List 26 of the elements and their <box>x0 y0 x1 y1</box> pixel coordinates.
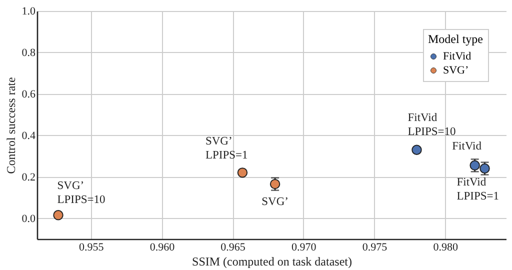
annotation: SVG’ LPIPS=10 <box>57 180 106 206</box>
annotation: FitVid LPIPS=10 <box>408 112 456 138</box>
x-tick-label: 0.965 <box>220 242 246 254</box>
x-tick-label: 0.970 <box>292 242 317 254</box>
y-tick-label: 0.0 <box>22 212 36 225</box>
x-tick-label: 0.960 <box>150 242 176 254</box>
y-tick-label: 1.0 <box>22 6 36 18</box>
y-axis-title: Control success rate <box>4 77 18 174</box>
annotation: FitVid <box>452 140 482 152</box>
legend-label: FitVid <box>443 50 472 62</box>
y-tick-label: 0.8 <box>22 46 36 59</box>
y-tick-label: 0.4 <box>22 130 36 142</box>
point <box>53 210 64 220</box>
x-tick-label: 0.955 <box>78 242 104 254</box>
point <box>237 168 248 178</box>
annotation: FitVid LPIPS=1 <box>456 176 500 203</box>
x-axis-title: SSIM (computed on task dataset) <box>192 254 352 268</box>
annotation: SVG’ LPIPS=1 <box>205 136 248 162</box>
y-tick-label: 0.6 <box>22 88 36 100</box>
x-tick-label: 0.975 <box>362 242 388 254</box>
y-tick-label: 0.2 <box>22 171 36 184</box>
legend-label: SVG’ <box>443 64 469 76</box>
point <box>412 144 422 155</box>
legend-title: Model type <box>428 32 483 46</box>
x-tick-label: 0.980 <box>433 242 458 254</box>
annotation: SVG’ <box>262 196 288 208</box>
